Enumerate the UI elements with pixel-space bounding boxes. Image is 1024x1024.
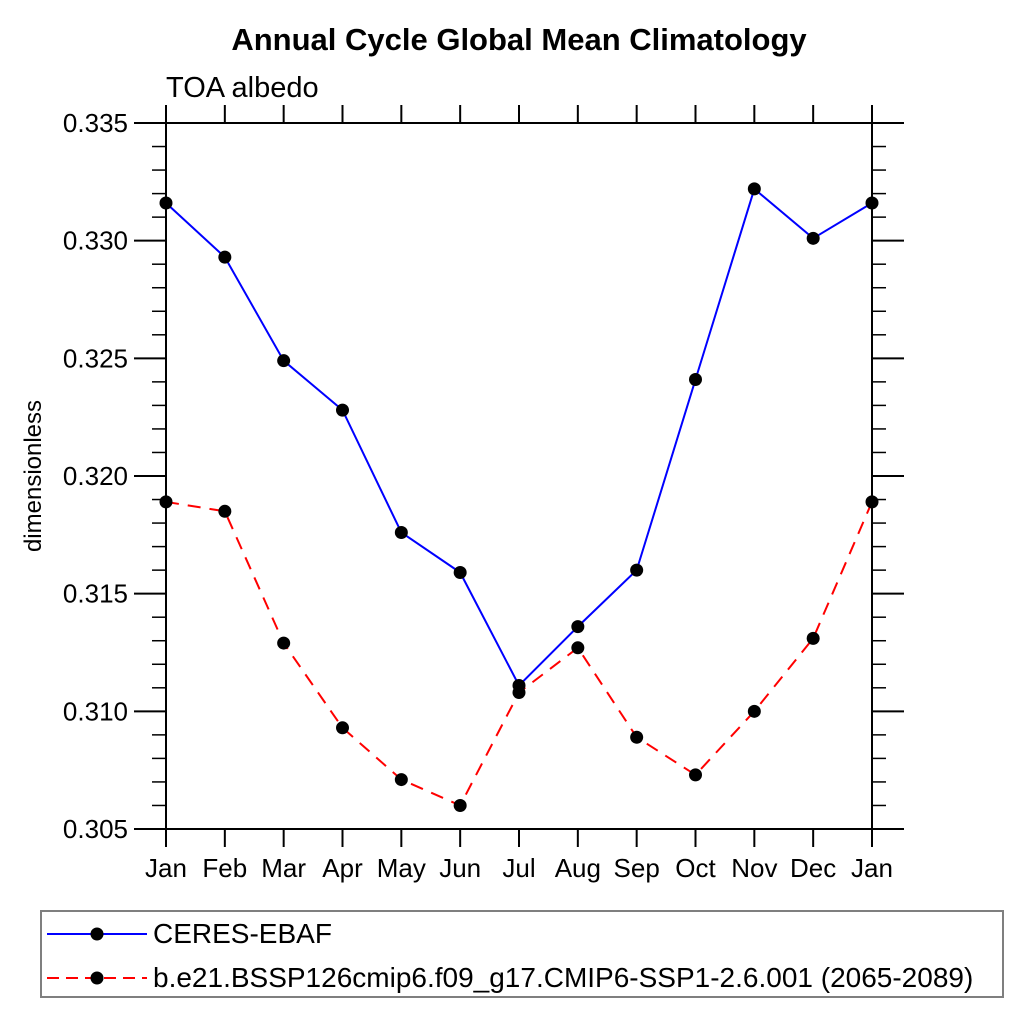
- data-point-marker-1: [512, 686, 526, 700]
- y-tick-label: 0.315: [63, 579, 128, 609]
- data-point-marker-0: [689, 373, 702, 387]
- data-point-marker-0: [453, 565, 467, 579]
- x-tick-label: Apr: [322, 853, 363, 883]
- x-tick-label: Oct: [675, 853, 716, 883]
- y-tick-label: 0.335: [63, 108, 128, 138]
- data-point-marker-0: [571, 620, 585, 634]
- x-tick-label: Feb: [202, 853, 247, 883]
- y-tick-label: 0.305: [63, 814, 128, 844]
- data-point-marker-1: [571, 641, 585, 655]
- plot-svg: 0.305 0.310 0.315 0.320 0.325 0.330 0.335 Jan Fe…: [63, 105, 904, 883]
- y-tick-label: 0.320: [63, 461, 128, 491]
- data-point-marker-0: [277, 354, 291, 368]
- legend-item-model-run: b.e21.BSSP126cmip6.f09_g17.CMIP6-SSP1-2.…: [45, 963, 973, 993]
- data-point-marker-1: [394, 773, 408, 787]
- y-tick-label: 0.330: [63, 226, 128, 256]
- y-tick-label: 0.325: [63, 343, 128, 373]
- data-point-marker-1: [453, 798, 467, 812]
- x-tick-label: Jun: [439, 853, 481, 883]
- data-point-marker-0: [630, 563, 644, 577]
- x-tick-label: May: [377, 853, 426, 883]
- x-tick-label: Jul: [502, 853, 535, 883]
- legend-marker-dot-icon: [90, 927, 104, 941]
- data-point-marker-1: [630, 730, 644, 744]
- legend-solid-line-icon: [47, 927, 147, 941]
- legend-marker-dot-icon: [90, 971, 104, 985]
- data-point-marker-0: [218, 250, 232, 264]
- x-tick-label: Jan: [145, 853, 187, 883]
- legend-item-ceres-ebaf: CERES-EBAF: [45, 919, 332, 949]
- legend-label-model-run: b.e21.BSSP126cmip6.f09_g17.CMIP6-SSP1-2.…: [153, 962, 974, 993]
- data-point-marker-1: [277, 636, 291, 650]
- chart-title: Annual Cycle Global Mean Climatology: [231, 22, 807, 57]
- data-point-marker-1: [218, 504, 232, 518]
- data-point-marker-0: [394, 525, 408, 539]
- x-tick-label: Nov: [731, 853, 777, 883]
- x-tick-label: Mar: [261, 853, 306, 883]
- data-point-marker-1: [806, 631, 820, 645]
- data-point-marker-1: [336, 721, 349, 735]
- data-point-marker-1: [747, 704, 761, 718]
- axis-frame: [165, 122, 873, 830]
- series-line-1: [165, 500, 873, 807]
- data-point-marker-0: [747, 182, 761, 196]
- legend-box: CERES-EBAF b.e21.BSSP126cmip6.f09_g17.CM…: [40, 910, 1004, 998]
- data-point-marker-0: [336, 403, 349, 417]
- data-point-marker-1: [689, 768, 702, 782]
- x-tick-label: Sep: [614, 853, 660, 883]
- series-line-0: [165, 187, 873, 688]
- legend-dashed-line-icon: [47, 971, 147, 985]
- x-tick-label: Aug: [555, 853, 601, 883]
- x-tick-label: Jan: [851, 853, 893, 883]
- data-point-marker-0: [806, 231, 820, 245]
- y-tick-label: 0.310: [63, 696, 128, 726]
- legend-label-ceres-ebaf: CERES-EBAF: [153, 918, 332, 949]
- x-tick-label: Dec: [790, 853, 836, 883]
- chart-subtitle: TOA albedo: [166, 72, 319, 104]
